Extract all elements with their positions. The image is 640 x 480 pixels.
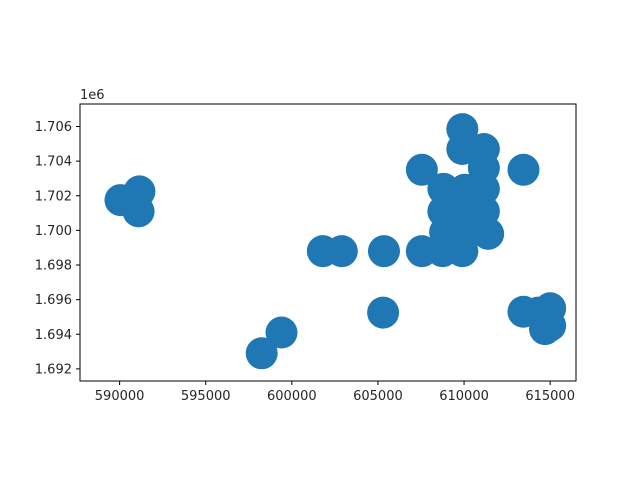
data-point-20 — [446, 235, 479, 268]
y-tick-label-1: 1.694 — [35, 328, 72, 343]
x-tick-label-2: 600000 — [267, 389, 317, 404]
x-axis: 590000 595000 600000 605000 610000 615000 — [95, 381, 575, 404]
data-point-32 — [529, 313, 561, 346]
y-tick-label-6: 1.704 — [35, 155, 72, 170]
data-point-23 — [467, 172, 500, 205]
data-point-2 — [122, 195, 155, 228]
data-point-27 — [507, 153, 540, 186]
x-tick-label-5: 615000 — [525, 389, 575, 404]
y-tick-label-7: 1.706 — [35, 120, 72, 135]
y-tick-label-5: 1.702 — [35, 189, 72, 204]
y-tick-label-3: 1.698 — [35, 259, 72, 274]
y-tick-label-4: 1.700 — [35, 224, 72, 239]
data-point-9 — [405, 153, 438, 186]
data-point-4 — [265, 316, 298, 349]
data-point-7 — [367, 235, 400, 268]
x-tick-label-1: 595000 — [181, 389, 231, 404]
x-tick-label-4: 610000 — [439, 389, 489, 404]
data-point-6 — [325, 235, 358, 268]
y-axis: 1.692 1.694 1.696 1.698 1.700 1.702 1.704 1.706 — [35, 120, 80, 377]
x-tick-label-0: 590000 — [95, 389, 145, 404]
points-layer — [104, 113, 567, 370]
y-offset-label: 1e6 — [80, 88, 105, 103]
data-point-8 — [367, 296, 400, 329]
y-tick-label-2: 1.696 — [35, 293, 72, 308]
plot-frame — [79, 103, 577, 382]
data-point-3 — [245, 337, 278, 370]
data-point-26 — [472, 217, 505, 250]
x-tick-label-3: 605000 — [353, 389, 403, 404]
y-tick-label-0: 1.692 — [35, 362, 72, 377]
